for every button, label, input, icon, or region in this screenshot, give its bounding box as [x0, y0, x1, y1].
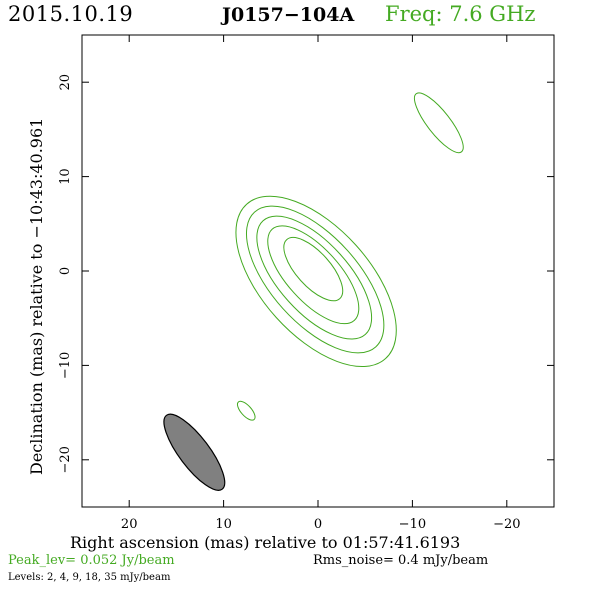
y-tick-label: 20 [58, 74, 73, 91]
frequency-label: Freq: 7.6 GHz [385, 2, 536, 26]
y-tick-label: 0 [58, 267, 73, 275]
source-name: J0157−104A [222, 4, 355, 26]
x-tick-label: −20 [493, 517, 520, 532]
date-label: 2015.10.19 [8, 2, 134, 26]
y-tick-labels: 20 10 0 −10 −20 [58, 74, 73, 474]
contour-levels: Levels: 2, 4, 9, 18, 35 mJy/beam [8, 572, 171, 583]
x-axis-label: Right ascension (mas) relative to 01:57:… [70, 533, 461, 552]
x-tick-label: 0 [314, 517, 322, 532]
x-tick-label: 10 [215, 517, 232, 532]
x-tick-label: −10 [399, 517, 426, 532]
contour-level-35 [283, 237, 344, 302]
contour-level-4 [245, 205, 385, 354]
y-tick-label: −10 [58, 352, 73, 379]
x-tick-labels: 20 10 0 −10 −20 [121, 517, 521, 532]
restoring-beam [163, 413, 226, 491]
x-axis-ticks [128, 35, 508, 507]
contour-lines [235, 92, 464, 421]
y-tick-label: −20 [58, 446, 73, 473]
contour-level-2 [413, 92, 464, 154]
y-axis-ticks [82, 81, 554, 461]
peak-level: Peak_lev= 0.052 Jy/beam [8, 553, 175, 568]
x-tick-label: 20 [121, 517, 138, 532]
beam-ellipse [163, 413, 226, 491]
rms-noise: Rms_noise= 0.4 mJy/beam [313, 553, 489, 568]
contour-level-18 [267, 225, 360, 325]
contour-level-9 [256, 215, 373, 340]
y-tick-label: 10 [58, 168, 73, 185]
contour-level-2 [235, 195, 397, 368]
y-axis-label: Declination (mas) relative to −10:43:40.… [27, 118, 46, 475]
plot-frame [81, 34, 555, 508]
contour-level-2 [236, 400, 256, 421]
